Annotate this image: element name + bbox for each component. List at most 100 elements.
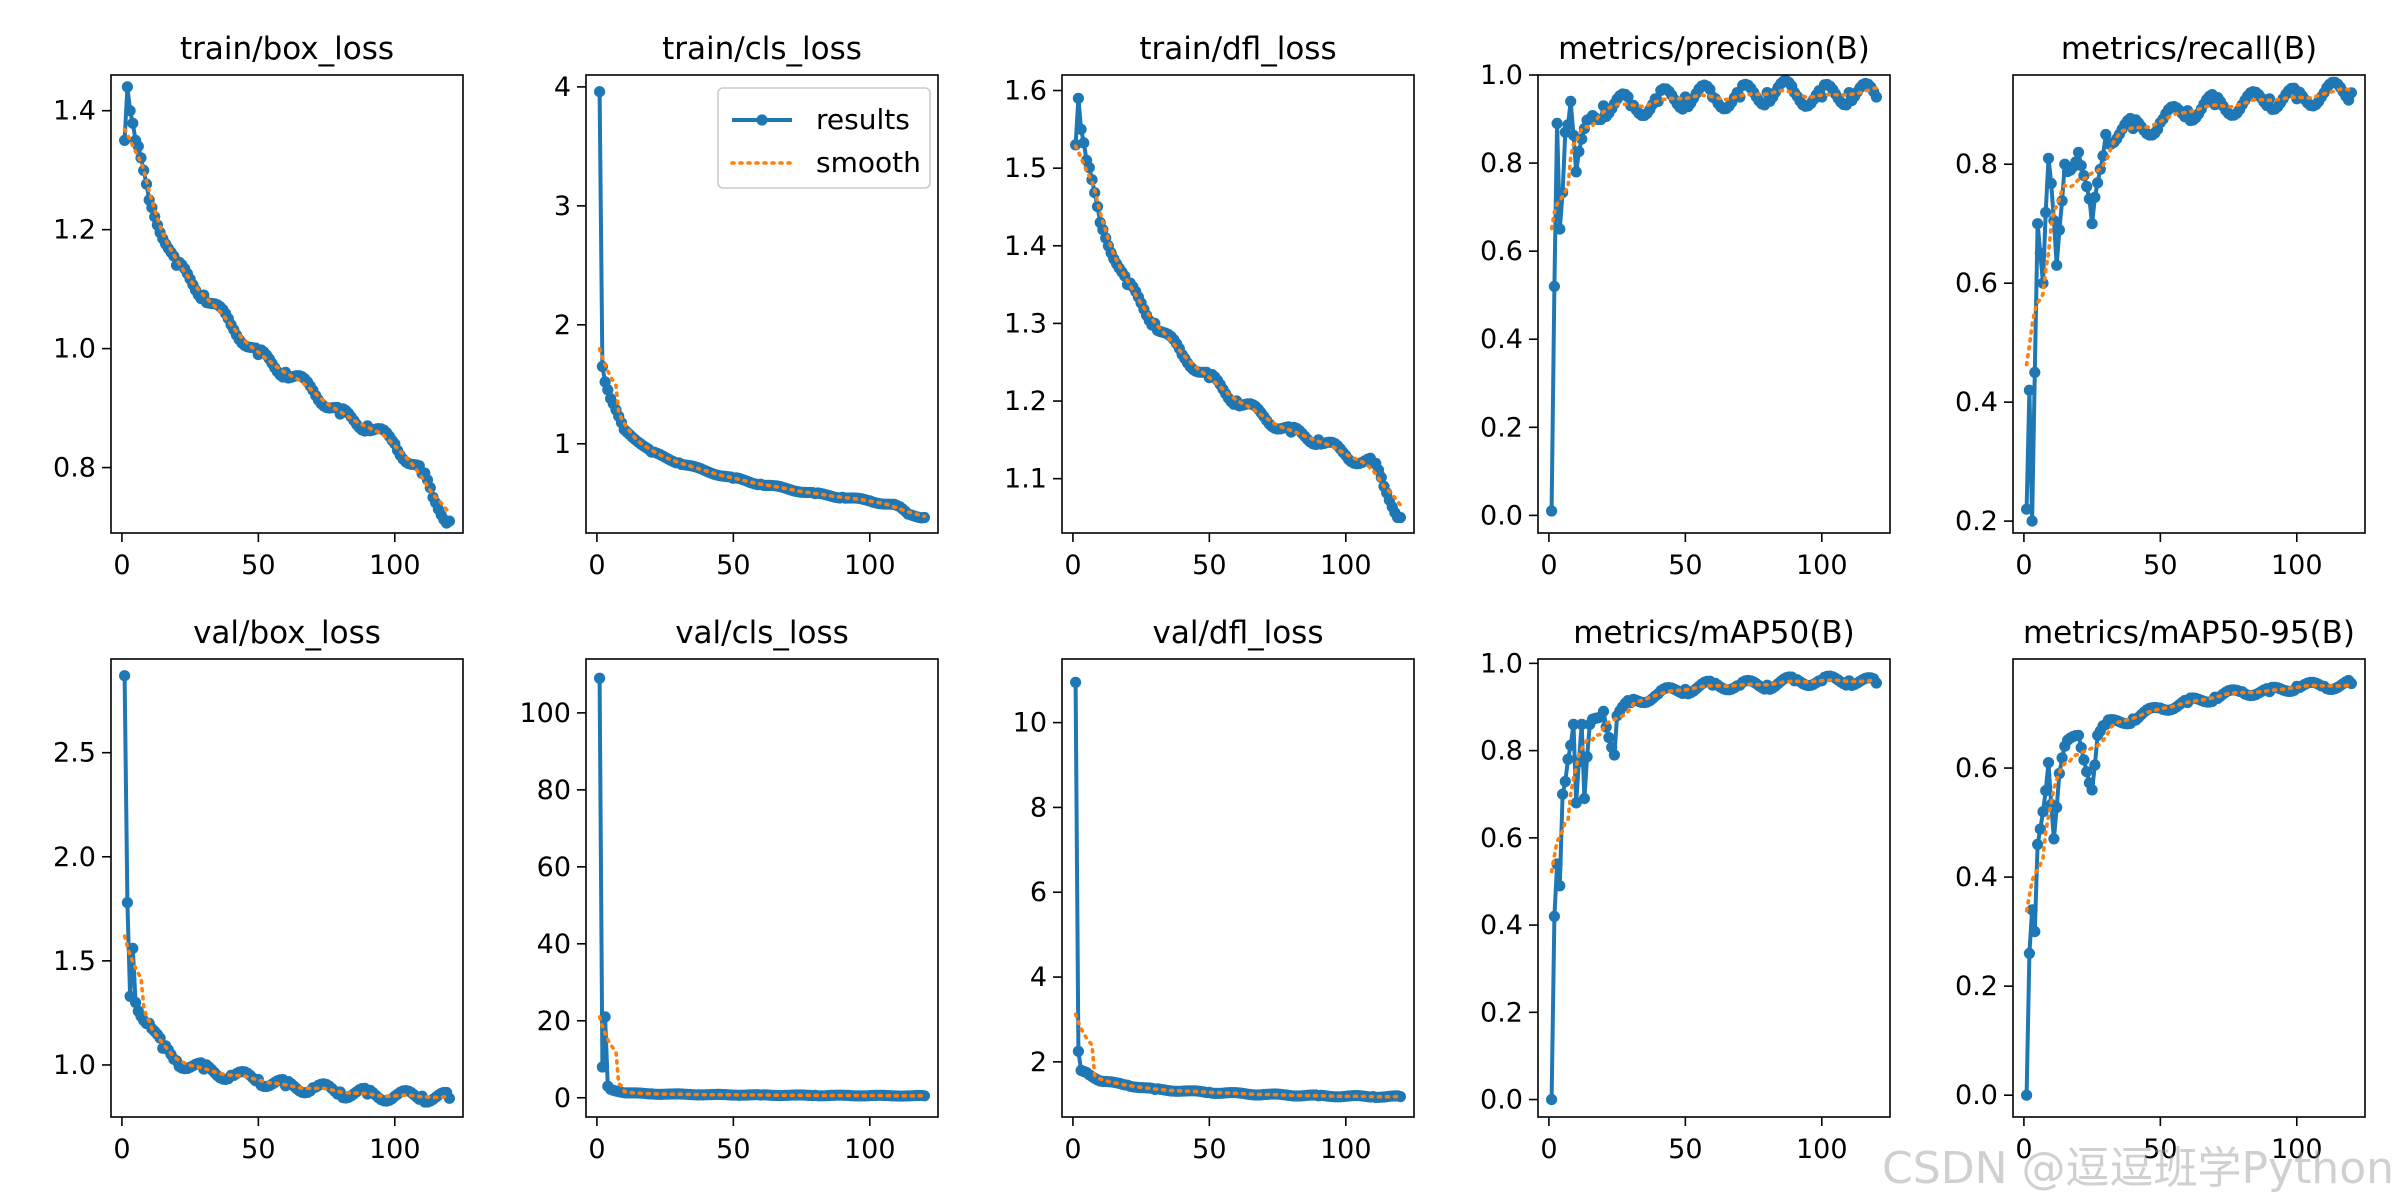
results-point xyxy=(1816,91,1828,103)
results-point xyxy=(2100,128,2112,141)
results-point xyxy=(2078,754,2090,766)
smooth-series-line xyxy=(122,127,452,515)
results-point xyxy=(1578,793,1590,805)
smooth-series-line xyxy=(1549,677,1879,874)
results-point xyxy=(1097,224,1109,236)
subplot-title: train/box_loss xyxy=(180,31,394,67)
results-point xyxy=(121,81,133,93)
subplot-title: val/box_loss xyxy=(193,615,381,651)
results-point xyxy=(130,996,142,1009)
results-point xyxy=(1557,788,1569,800)
results-point xyxy=(1562,119,1574,131)
y-tick-label: 4 xyxy=(554,72,571,103)
results-point xyxy=(1559,775,1571,788)
axes-frame xyxy=(2012,74,2366,534)
y-tick-label: 0.2 xyxy=(1480,997,1523,1028)
results-point xyxy=(2072,729,2085,741)
results-point xyxy=(1562,753,1574,765)
results-point xyxy=(2092,177,2104,189)
results-point xyxy=(1570,166,1582,178)
results-point xyxy=(1567,718,1580,731)
y-tick-label: 0.4 xyxy=(1955,862,1998,893)
smooth-series-line xyxy=(2024,682,2354,913)
results-point xyxy=(1603,731,1615,744)
results-point xyxy=(2345,677,2357,690)
y-tick-label: 2.0 xyxy=(53,842,96,873)
y-tick-label: 20 xyxy=(537,1006,571,1037)
x-tick-label: 100 xyxy=(1320,1134,1372,1165)
results-point xyxy=(2053,224,2065,236)
y-tick-label: 1 xyxy=(554,429,571,460)
results-series-line xyxy=(1549,78,1879,512)
legend-results-marker xyxy=(756,114,768,126)
x-tick-label: 0 xyxy=(1064,550,1081,581)
results-point xyxy=(1078,137,1090,149)
results-point xyxy=(2081,766,2093,778)
results-point xyxy=(2086,218,2098,230)
x-tick-label: 50 xyxy=(241,1134,275,1165)
y-tick-label: 0.6 xyxy=(1955,268,1998,299)
results-point xyxy=(1072,1045,1084,1057)
y-tick-label: 1.0 xyxy=(1480,648,1523,679)
results-point xyxy=(594,672,606,684)
results-point xyxy=(443,515,455,527)
subplot-7: val/dfl_loss 0 50 100 2 4 6 8 10 xyxy=(1013,615,1415,1165)
results-point xyxy=(2045,177,2057,189)
results-point xyxy=(1622,91,1634,103)
x-tick-label: 50 xyxy=(241,550,275,581)
results-point xyxy=(1394,511,1406,524)
x-tick-label: 0 xyxy=(588,550,605,581)
results-point xyxy=(1565,95,1577,107)
y-tick-label: 2.5 xyxy=(53,738,96,769)
x-tick-label: 50 xyxy=(1192,550,1226,581)
subplot-title: val/dfl_loss xyxy=(1153,615,1324,651)
results-point xyxy=(2086,784,2098,796)
results-point xyxy=(1597,705,1610,717)
x-tick-label: 50 xyxy=(1668,1134,1702,1165)
watermark: CSDN @逗逗班学Python xyxy=(1882,1143,2394,1194)
y-tick-label: 6 xyxy=(1030,877,1047,908)
y-tick-label: 2 xyxy=(1030,1047,1047,1078)
y-tick-label: 0.8 xyxy=(1480,148,1523,179)
results-point xyxy=(1548,280,1560,292)
results-series-line xyxy=(597,678,925,1099)
results-point xyxy=(602,384,614,396)
y-tick-label: 2 xyxy=(554,310,571,341)
y-tick-label: 1.5 xyxy=(53,946,96,977)
results-point xyxy=(2089,759,2101,771)
results-point xyxy=(2075,160,2087,172)
x-tick-label: 0 xyxy=(1064,1134,1081,1165)
subplot-1: train/cls_loss 0 50 100 1 2 3 4 results smooth xyxy=(554,31,939,581)
results-point xyxy=(1072,92,1084,104)
axes-frame xyxy=(110,74,464,534)
axes-frame xyxy=(1061,74,1415,534)
results-point xyxy=(599,1011,611,1023)
subplot-title: metrics/recall(B) xyxy=(2061,31,2317,67)
x-tick-label: 100 xyxy=(369,1134,421,1165)
y-tick-label: 0.4 xyxy=(1955,387,1998,418)
x-tick-label: 100 xyxy=(369,550,421,581)
x-tick-label: 0 xyxy=(1540,550,1557,581)
subplot-9: metrics/mAP50-95(B) 0 50 100 0.0 0.2 0.4 0.6 xyxy=(1955,615,2366,1165)
y-tick-label: 0.6 xyxy=(1955,753,1998,784)
axes-frame xyxy=(2012,658,2366,1118)
subplot-4: metrics/recall(B) 0 50 100 0.2 0.4 0.6 0.8 xyxy=(1955,31,2366,581)
x-tick-label: 0 xyxy=(1540,1134,1557,1165)
y-tick-label: 0.6 xyxy=(1480,823,1523,854)
y-tick-label: 1.3 xyxy=(1004,308,1047,339)
x-tick-label: 100 xyxy=(844,550,896,581)
results-point xyxy=(1546,505,1558,517)
y-tick-label: 1.0 xyxy=(53,1050,96,1081)
x-tick-label: 50 xyxy=(2143,550,2177,581)
results-point xyxy=(2021,503,2033,515)
results-point xyxy=(2023,384,2035,396)
subplot-2: train/dfl_loss 0 50 100 1.1 1.2 1.3 1.4 1.5 1.6 xyxy=(1004,31,1415,581)
subplot-title: metrics/mAP50(B) xyxy=(1573,615,1854,651)
y-tick-label: 4 xyxy=(1030,962,1047,993)
x-tick-label: 100 xyxy=(1796,1134,1848,1165)
x-tick-label: 50 xyxy=(1192,1134,1226,1165)
smooth-series-line xyxy=(1073,144,1403,507)
y-tick-label: 1.0 xyxy=(53,334,96,365)
results-point xyxy=(121,897,133,909)
